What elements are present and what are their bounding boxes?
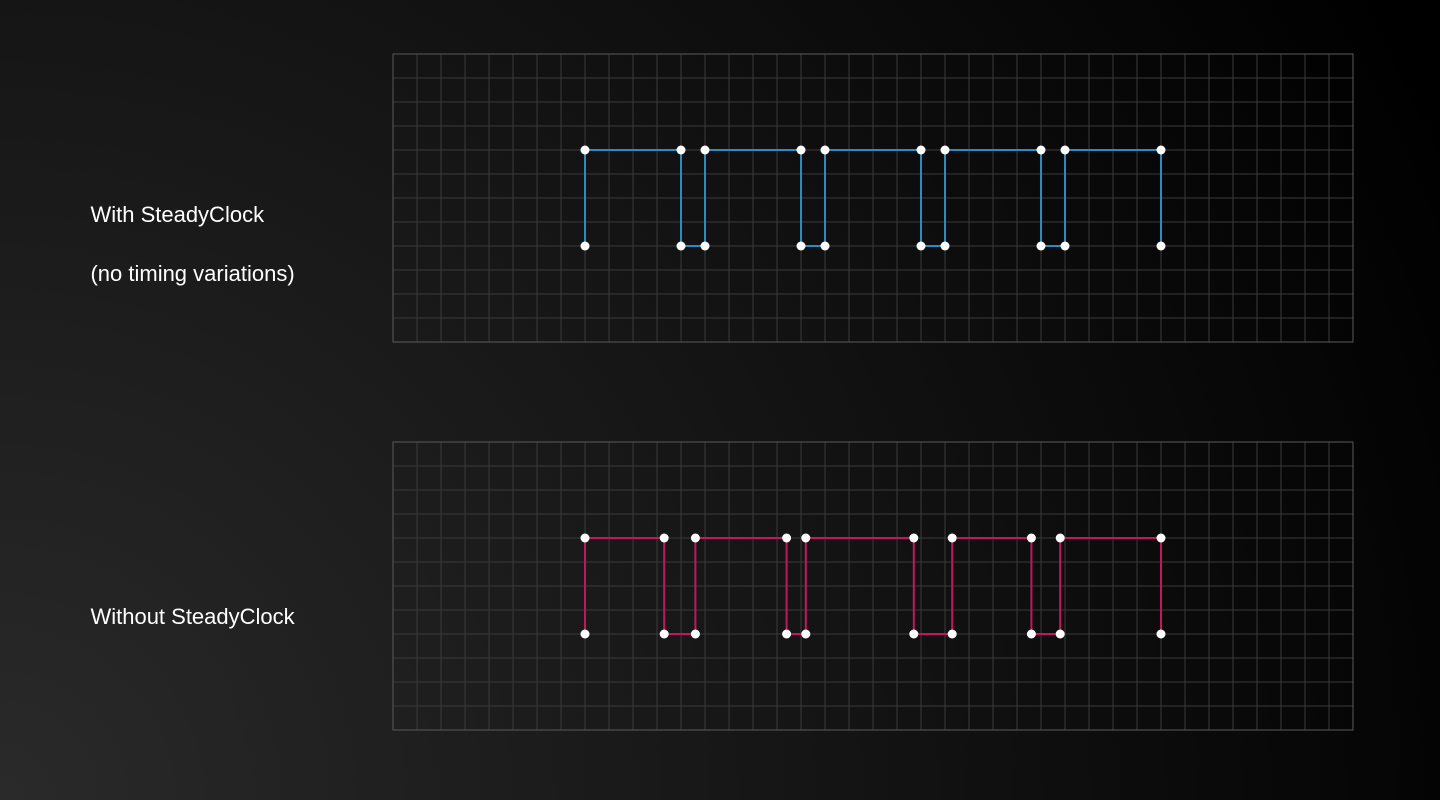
waveform-steadyclock-vertex-dot — [581, 146, 590, 155]
waveform-steadyclock-vertex-dot — [941, 146, 950, 155]
waveform-no-steadyclock-vertex-dot — [948, 630, 957, 639]
diagram-svg — [0, 0, 1440, 800]
waveform-steadyclock-vertex-dot — [1061, 146, 1070, 155]
waveform-steadyclock-vertex-dot — [1061, 242, 1070, 251]
label-line-2: (no timing variations) — [90, 261, 294, 286]
waveform-steadyclock-vertex-dot — [701, 146, 710, 155]
waveform-steadyclock-vertex-dot — [821, 242, 830, 251]
waveform-no-steadyclock-vertex-dot — [948, 534, 957, 543]
grid-top — [393, 54, 1353, 342]
waveform-no-steadyclock-vertex-dot — [1027, 630, 1036, 639]
waveform-no-steadyclock-vertex-dot — [691, 630, 700, 639]
waveform-no-steadyclock-vertex-dot — [691, 534, 700, 543]
label-line-1: Without SteadyClock — [90, 604, 294, 629]
label-without-steadyclock: Without SteadyClock — [66, 572, 295, 661]
waveform-no-steadyclock-vertex-dot — [1157, 534, 1166, 543]
waveform-no-steadyclock-vertex-dot — [909, 534, 918, 543]
waveform-no-steadyclock-vertex-dot — [581, 630, 590, 639]
waveform-no-steadyclock-vertex-dot — [581, 534, 590, 543]
waveform-steadyclock-vertex-dot — [917, 242, 926, 251]
waveform-steadyclock-vertex-dot — [1157, 146, 1166, 155]
waveform-no-steadyclock-vertex-dot — [909, 630, 918, 639]
waveform-steadyclock-vertex-dot — [941, 242, 950, 251]
waveform-no-steadyclock-vertex-dot — [660, 630, 669, 639]
waveform-no-steadyclock-vertex-dot — [1157, 630, 1166, 639]
waveform-no-steadyclock-vertex-dot — [1027, 534, 1036, 543]
waveform-steadyclock-vertex-dot — [797, 242, 806, 251]
label-with-steadyclock: With SteadyClock (no timing variations) — [66, 170, 295, 318]
waveform-no-steadyclock-vertex-dot — [1056, 630, 1065, 639]
waveform-steadyclock-vertex-dot — [677, 146, 686, 155]
background — [0, 0, 1440, 800]
waveform-steadyclock-vertex-dot — [677, 242, 686, 251]
waveform-no-steadyclock-vertex-dot — [782, 630, 791, 639]
waveform-steadyclock-vertex-dot — [917, 146, 926, 155]
waveform-no-steadyclock-vertex-dot — [801, 630, 810, 639]
waveform-steadyclock-vertex-dot — [1157, 242, 1166, 251]
waveform-no-steadyclock-vertex-dot — [801, 534, 810, 543]
waveform-steadyclock-vertex-dot — [1037, 242, 1046, 251]
grid-bottom — [393, 442, 1353, 730]
waveform-steadyclock-vertex-dot — [581, 242, 590, 251]
waveform-no-steadyclock-vertex-dot — [1056, 534, 1065, 543]
waveform-steadyclock-vertex-dot — [797, 146, 806, 155]
waveform-steadyclock-vertex-dot — [701, 242, 710, 251]
label-line-1: With SteadyClock — [90, 202, 264, 227]
waveform-no-steadyclock-vertex-dot — [660, 534, 669, 543]
waveform-no-steadyclock-vertex-dot — [782, 534, 791, 543]
diagram-stage: With SteadyClock (no timing variations) … — [0, 0, 1440, 800]
waveform-steadyclock-vertex-dot — [1037, 146, 1046, 155]
waveform-steadyclock-vertex-dot — [821, 146, 830, 155]
